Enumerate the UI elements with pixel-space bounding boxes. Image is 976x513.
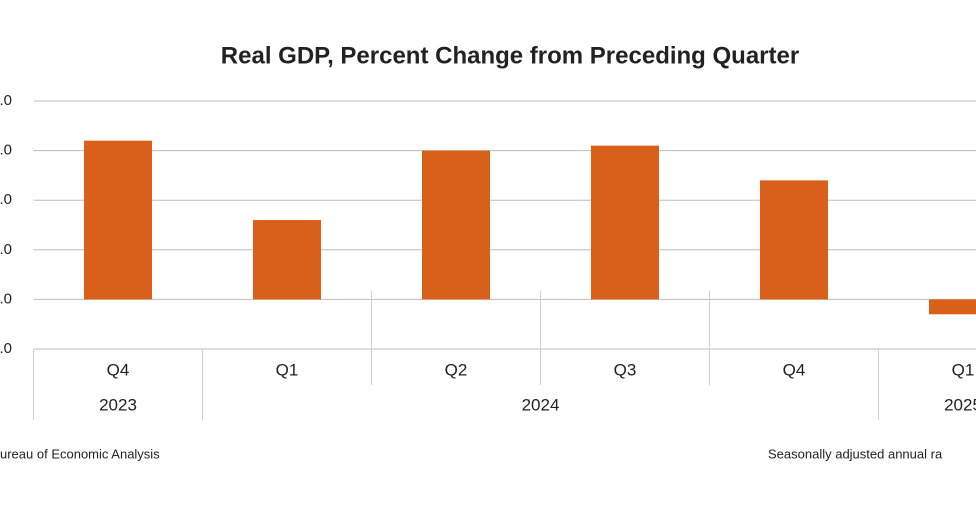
bar (929, 299, 976, 315)
y-tick-label: 1.0 (0, 241, 12, 258)
bar (760, 180, 828, 300)
bar (253, 220, 321, 300)
x-group-label: 2024 (522, 395, 560, 414)
x-tick-label: Q1 (276, 360, 299, 379)
bar (591, 145, 659, 300)
x-group-label: 2023 (99, 395, 137, 414)
x-tick-label: Q2 (445, 360, 468, 379)
units-note: Seasonally adjusted annual ra (768, 446, 943, 461)
x-tick-label: Q4 (107, 360, 130, 379)
chart-title: Real GDP, Percent Change from Preceding … (221, 42, 799, 69)
x-group-label: 2025 (944, 395, 976, 414)
bar (84, 140, 152, 300)
y-tick-label: 2.0 (0, 191, 12, 208)
y-tick-label: 4.0 (0, 92, 12, 109)
y-tick-label: 3.0 (0, 142, 12, 159)
source-note: ureau of Economic Analysis (0, 446, 160, 461)
y-tick-label: -1.0 (0, 340, 12, 357)
bar (422, 150, 490, 300)
x-tick-label: Q3 (614, 360, 637, 379)
y-tick-label: 0.0 (0, 290, 12, 307)
x-tick-label: Q4 (783, 360, 806, 379)
x-tick-label: Q1 (952, 360, 975, 379)
